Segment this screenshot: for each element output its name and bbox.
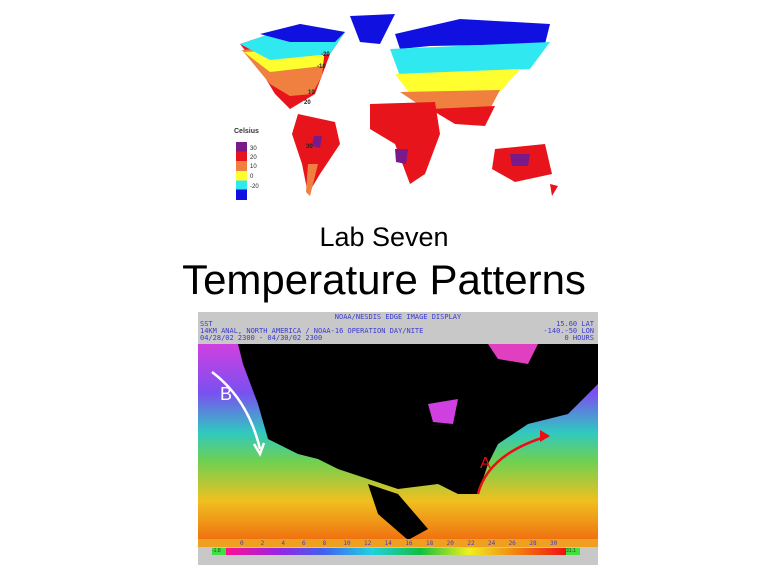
legend-title: Celsius (234, 128, 259, 135)
colorbar-min: -1.8 (212, 548, 226, 555)
colorbar-tick: 24 (488, 540, 496, 547)
legend-label: 30 (250, 146, 257, 152)
sst-header-title: NOAA/NESDIS EDGE IMAGE DISPLAY (334, 313, 462, 321)
north-america-land (238, 344, 598, 494)
world-temperature-map (240, 14, 558, 196)
colorbar-tick: 26 (508, 540, 516, 547)
sst-header-line: SST (200, 320, 213, 328)
sst-satellite-image: NOAA/NESDIS EDGE IMAGE DISPLAY SST 14KM … (198, 312, 598, 565)
colorbar-tick: 28 (529, 540, 537, 547)
map-label: 30 (306, 144, 313, 150)
colorbar-tick: 12 (364, 540, 372, 547)
slide-subtitle: Lab Seven (319, 222, 449, 252)
colorbar-tick: 16 (405, 540, 413, 547)
map-label: 20 (304, 100, 311, 106)
colorbar-tick: 0 (240, 540, 244, 547)
sst-header-line: -140.-50 LON (543, 327, 594, 335)
colorbar-tick: 2 (260, 540, 265, 547)
arrow-b (211, 371, 262, 450)
sst-header-line: 15.60 LAT (556, 320, 594, 328)
map-label: -20 (321, 52, 330, 58)
sst-header-line: 14KM ANAL, NORTH AMERICA / NOAA-16 OPERA… (200, 327, 424, 335)
sst-map (198, 344, 598, 540)
colorbar-tick: 8 (322, 540, 327, 547)
south-america (292, 114, 340, 194)
legend-label: -20 (250, 184, 259, 190)
colorbar-tick-labels: 0 2 4 6 8 10 12 14 16 18 20 22 24 26 28 30 (240, 540, 557, 548)
colorbar-tick: 4 (281, 540, 285, 547)
legend-label: 20 (250, 155, 257, 161)
africa (370, 102, 440, 184)
colorbar-tick: 20 (446, 540, 454, 547)
colorbar-tick: 10 (343, 540, 351, 547)
arrow-a (476, 434, 549, 495)
colorbar-tick: 6 (302, 540, 306, 547)
colorbar-tick: 18 (426, 540, 434, 547)
celsius-legend-bar (236, 142, 247, 200)
colorbar-max: 31.1 (566, 548, 580, 555)
colorbar-ticks (198, 539, 598, 547)
colorbar-tick: 22 (467, 540, 475, 547)
sst-header-line: 0 HOURS (564, 334, 594, 342)
colorbar-tick: 30 (550, 540, 558, 547)
arrow-label-a: A (480, 455, 491, 472)
legend-label: 0 (250, 174, 254, 180)
colorbar-tick: 14 (384, 540, 392, 547)
slide-title: Temperature Patterns (182, 256, 586, 303)
sst-colorbar: -1.8 31.1 (212, 548, 580, 555)
map-label: -10 (317, 64, 326, 70)
arrow-label-b: B (220, 384, 233, 404)
legend-label: 10 (250, 164, 257, 170)
map-label: 10 (308, 90, 315, 96)
sst-header-line: 04/28/02 2300 - 04/30/02 2300 (200, 334, 323, 342)
